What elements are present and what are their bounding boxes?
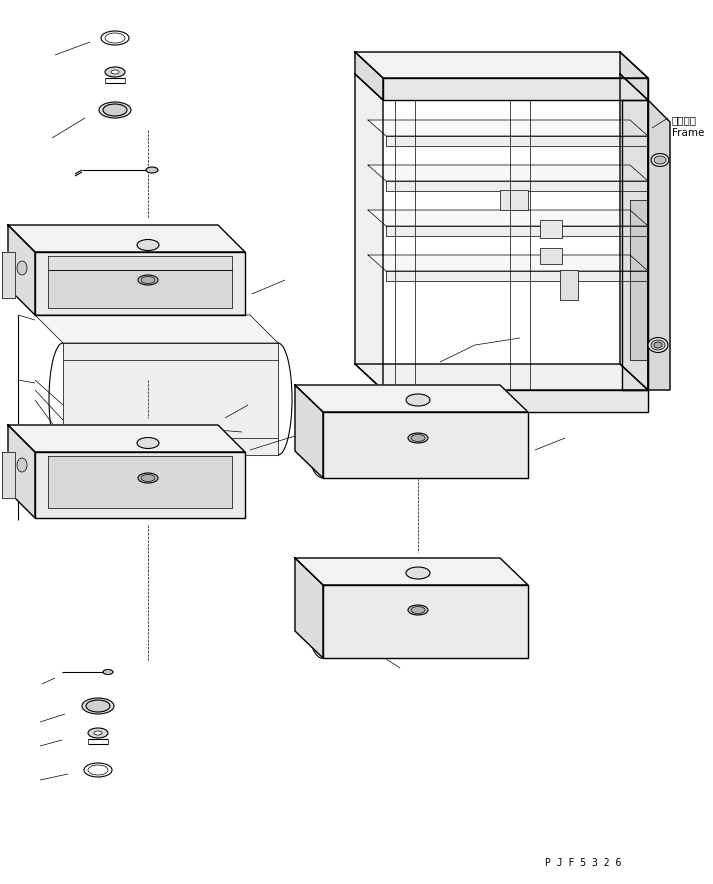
Polygon shape: [35, 252, 245, 315]
Ellipse shape: [137, 438, 159, 448]
Polygon shape: [368, 165, 648, 181]
Ellipse shape: [408, 433, 428, 443]
Polygon shape: [386, 136, 648, 146]
Polygon shape: [386, 271, 648, 281]
Ellipse shape: [138, 473, 158, 483]
Polygon shape: [2, 252, 15, 298]
Ellipse shape: [648, 338, 668, 353]
Ellipse shape: [146, 167, 158, 173]
Polygon shape: [620, 52, 648, 100]
Polygon shape: [48, 456, 232, 508]
Polygon shape: [63, 343, 278, 455]
Polygon shape: [620, 74, 648, 390]
Polygon shape: [8, 425, 35, 518]
Text: フレーム: フレーム: [672, 115, 697, 125]
Ellipse shape: [408, 605, 428, 615]
Ellipse shape: [411, 606, 425, 613]
Polygon shape: [8, 425, 245, 452]
Ellipse shape: [138, 275, 158, 285]
Polygon shape: [48, 270, 232, 308]
Bar: [560, 270, 578, 300]
Polygon shape: [368, 255, 648, 271]
Ellipse shape: [111, 70, 119, 74]
Ellipse shape: [406, 567, 430, 579]
Polygon shape: [368, 120, 648, 136]
Ellipse shape: [654, 342, 662, 348]
Ellipse shape: [141, 277, 155, 284]
Ellipse shape: [651, 154, 669, 166]
Ellipse shape: [17, 261, 27, 275]
Ellipse shape: [411, 435, 425, 441]
Ellipse shape: [654, 156, 666, 164]
Polygon shape: [355, 52, 383, 100]
Polygon shape: [383, 390, 648, 412]
Ellipse shape: [651, 340, 665, 350]
Bar: [540, 220, 562, 238]
Polygon shape: [48, 256, 232, 270]
Polygon shape: [386, 181, 648, 191]
Polygon shape: [355, 74, 383, 390]
Polygon shape: [355, 364, 648, 390]
Polygon shape: [8, 225, 35, 315]
Ellipse shape: [406, 394, 430, 406]
Polygon shape: [383, 78, 648, 100]
Polygon shape: [323, 585, 528, 658]
Ellipse shape: [99, 102, 131, 118]
Polygon shape: [368, 210, 648, 226]
Bar: [500, 190, 528, 210]
Ellipse shape: [141, 475, 155, 482]
Ellipse shape: [94, 731, 102, 735]
Ellipse shape: [103, 669, 113, 674]
Polygon shape: [355, 52, 648, 78]
Polygon shape: [295, 385, 323, 478]
Polygon shape: [323, 412, 528, 478]
Polygon shape: [35, 315, 278, 343]
Ellipse shape: [82, 698, 114, 714]
Ellipse shape: [88, 728, 108, 738]
Polygon shape: [295, 558, 323, 658]
Polygon shape: [295, 385, 528, 412]
Ellipse shape: [17, 458, 27, 472]
Polygon shape: [295, 558, 528, 585]
Ellipse shape: [86, 700, 110, 712]
Polygon shape: [622, 100, 648, 390]
Ellipse shape: [103, 104, 127, 116]
Bar: [540, 248, 562, 264]
Polygon shape: [2, 452, 15, 498]
Ellipse shape: [105, 67, 125, 77]
Text: P J F 5 3 2 6: P J F 5 3 2 6: [545, 858, 621, 868]
Text: Frame: Frame: [672, 128, 704, 138]
Polygon shape: [630, 200, 648, 360]
Polygon shape: [8, 225, 245, 252]
Polygon shape: [386, 226, 648, 236]
Polygon shape: [648, 100, 670, 390]
Polygon shape: [35, 452, 245, 518]
Ellipse shape: [137, 240, 159, 250]
